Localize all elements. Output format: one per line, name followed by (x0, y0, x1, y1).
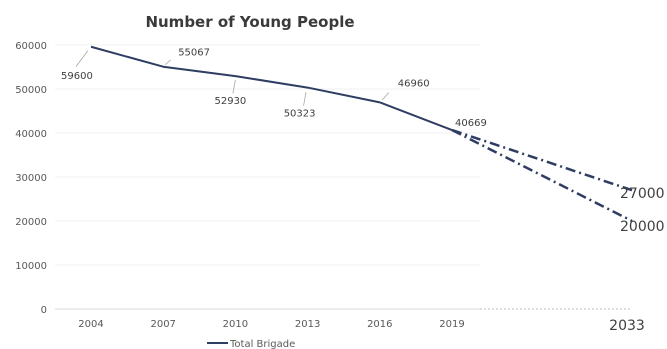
x-tick-label: 2016 (367, 319, 392, 330)
chart-title: Number of Young People (145, 13, 354, 31)
y-tick-label: 60000 (15, 41, 47, 52)
projection-line-20000 (451, 128, 633, 223)
data-label: 46960 (398, 78, 430, 89)
x-tick-label: 2019 (439, 319, 464, 330)
x-tick-label: 2004 (78, 319, 103, 330)
data-label-leader (232, 80, 236, 94)
y-tick-label: 0 (41, 305, 47, 316)
x-tick-label-extended: 2033 (609, 318, 645, 334)
y-axis: 0 10000 20000 30000 40000 50000 60000 (15, 41, 47, 316)
y-tick-label: 40000 (15, 129, 47, 140)
gridlines (55, 44, 632, 310)
data-label: 40669 (455, 118, 487, 129)
series-line-total-brigade (90, 45, 453, 131)
projection-label-27000: 27000 (620, 186, 665, 202)
y-tick-label: 20000 (15, 217, 47, 228)
data-label: 50323 (284, 109, 316, 120)
series-lines (90, 45, 633, 223)
y-tick-label: 30000 (15, 173, 47, 184)
x-tick-label: 2010 (223, 319, 248, 330)
projection-label-20000: 20000 (620, 219, 665, 235)
legend-label: Total Brigade (229, 339, 295, 349)
data-label: 52930 (214, 96, 246, 107)
data-label: 55067 (178, 48, 210, 59)
data-labels: 27000 20000 59600 55067 52930 50323 46960 40669 (61, 48, 665, 235)
legend: Total Brigade (207, 339, 295, 349)
data-label: 59600 (61, 71, 93, 82)
y-tick-label: 10000 (15, 261, 47, 272)
data-label-leader (303, 92, 307, 106)
x-tick-label: 2013 (295, 319, 320, 330)
projection-line-27000 (451, 128, 633, 192)
data-label-leader (164, 59, 171, 66)
x-tick-label: 2007 (150, 319, 175, 330)
data-label-leader (381, 92, 390, 101)
x-axis: 2004 2007 2010 2013 2016 2019 2033 (78, 318, 645, 334)
y-tick-label: 50000 (15, 85, 47, 96)
data-label-leader (75, 50, 89, 67)
